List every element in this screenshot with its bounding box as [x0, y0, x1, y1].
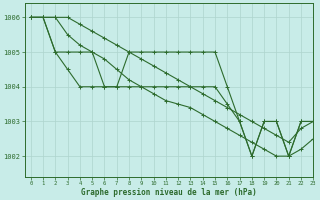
X-axis label: Graphe pression niveau de la mer (hPa): Graphe pression niveau de la mer (hPa)	[81, 188, 257, 197]
